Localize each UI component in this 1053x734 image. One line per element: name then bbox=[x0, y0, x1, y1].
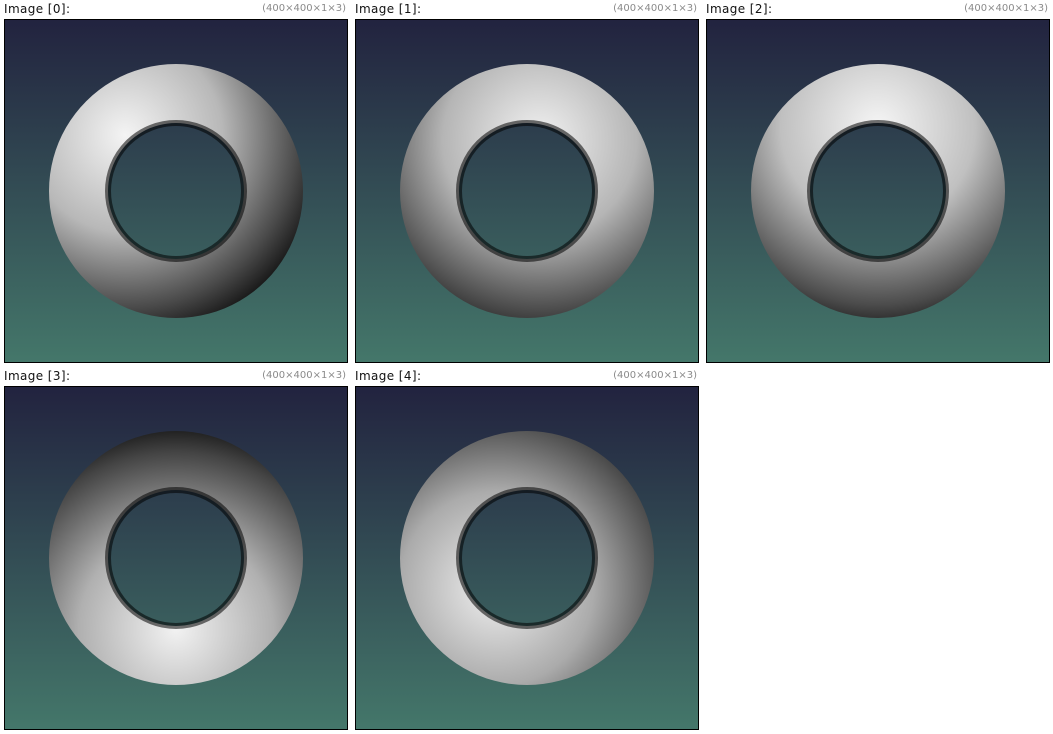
torus-shape bbox=[49, 431, 304, 685]
torus-render bbox=[5, 387, 347, 729]
torus-shape bbox=[400, 64, 655, 318]
image-cell-3: Image [3]: (400×400×1×3) bbox=[4, 367, 348, 730]
image-header: Image [3]: (400×400×1×3) bbox=[4, 367, 348, 385]
image-cell-1: Image [1]: (400×400×1×3) bbox=[355, 0, 699, 363]
image-viewport[interactable] bbox=[4, 19, 348, 363]
torus-shape bbox=[400, 431, 655, 685]
image-dimensions: (400×400×1×3) bbox=[262, 370, 346, 381]
image-header: Image [1]: (400×400×1×3) bbox=[355, 0, 699, 18]
image-dimensions: (400×400×1×3) bbox=[964, 3, 1048, 14]
image-title: Image [2]: bbox=[706, 2, 773, 16]
torus-render bbox=[356, 20, 698, 362]
image-header: Image [2]: (400×400×1×3) bbox=[706, 0, 1050, 18]
torus-render bbox=[5, 20, 347, 362]
image-header: Image [4]: (400×400×1×3) bbox=[355, 367, 699, 385]
image-viewport[interactable] bbox=[355, 386, 699, 730]
image-title: Image [3]: bbox=[4, 369, 71, 383]
image-title: Image [1]: bbox=[355, 2, 422, 16]
image-viewport[interactable] bbox=[355, 19, 699, 363]
image-viewport[interactable] bbox=[706, 19, 1050, 363]
image-cell-4: Image [4]: (400×400×1×3) bbox=[355, 367, 699, 730]
image-viewport[interactable] bbox=[4, 386, 348, 730]
image-title: Image [4]: bbox=[355, 369, 422, 383]
image-cell-2: Image [2]: (400×400×1×3) bbox=[706, 0, 1050, 363]
image-header: Image [0]: (400×400×1×3) bbox=[4, 0, 348, 18]
image-dimensions: (400×400×1×3) bbox=[262, 3, 346, 14]
torus-shape bbox=[751, 64, 1006, 318]
torus-shape bbox=[49, 64, 304, 318]
image-dimensions: (400×400×1×3) bbox=[613, 370, 697, 381]
image-dimensions: (400×400×1×3) bbox=[613, 3, 697, 14]
image-cell-0: Image [0]: (400×400×1×3) bbox=[4, 0, 348, 363]
torus-render bbox=[707, 20, 1049, 362]
image-title: Image [0]: bbox=[4, 2, 71, 16]
torus-render bbox=[356, 387, 698, 729]
